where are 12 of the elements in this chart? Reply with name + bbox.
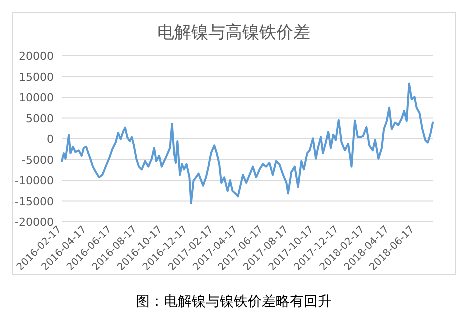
y-tick-label: -15000: [15, 195, 54, 208]
y-tick-label: 10000: [19, 92, 54, 104]
y-tick-label: -5000: [22, 154, 54, 167]
y-tick-label: 0: [47, 133, 54, 146]
y-tick-label: -10000: [15, 174, 54, 188]
y-tick-label: -20000: [15, 216, 54, 229]
chart-title: 电解镍与高镍铁价差: [158, 23, 310, 43]
text: 图：电解镍与镍铁价差略有回升: [136, 294, 332, 310]
line-series: [61, 82, 434, 204]
y-tick-label: 20000: [19, 50, 54, 63]
y-tick-label: 15000: [19, 70, 54, 84]
y-tick-label: 5000: [26, 112, 54, 126]
